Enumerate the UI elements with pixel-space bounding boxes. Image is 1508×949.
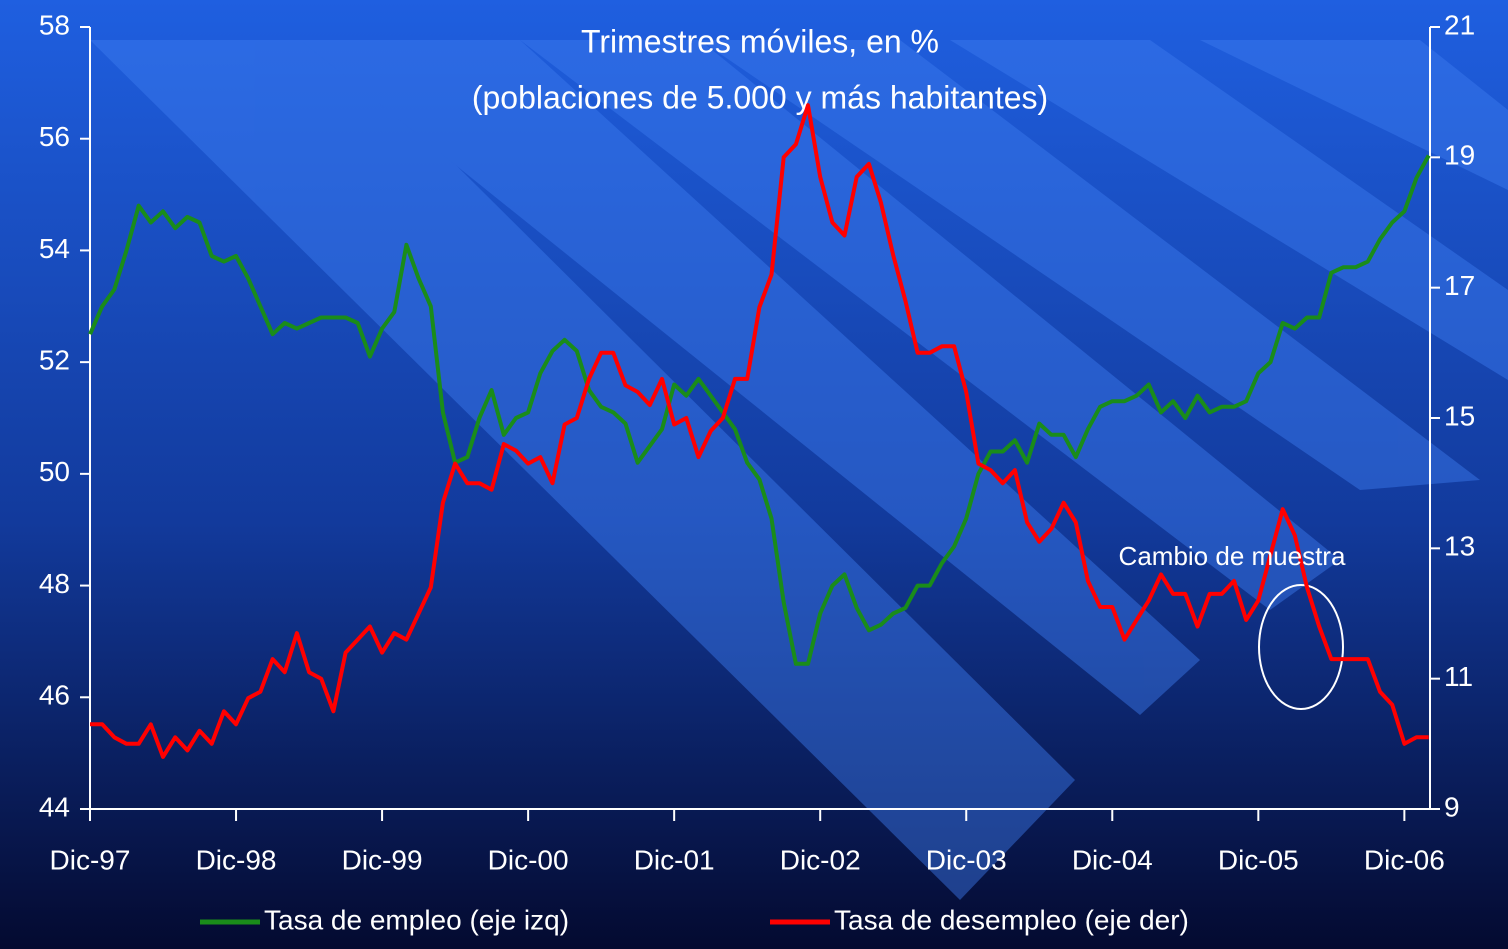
background-stripes xyxy=(90,40,1508,900)
x-tick-label: Dic-99 xyxy=(342,844,423,875)
annotation-ellipse xyxy=(1258,584,1344,710)
y2-tick-label: 9 xyxy=(1444,791,1460,822)
y-tick-label: 52 xyxy=(39,345,70,376)
y-tick-label: 54 xyxy=(39,233,70,264)
y2-tick-label: 13 xyxy=(1444,531,1475,562)
x-tick-label: Dic-98 xyxy=(196,844,277,875)
x-tick-label: Dic-05 xyxy=(1218,844,1299,875)
y-tick-label: 58 xyxy=(39,9,70,40)
y-tick-label: 48 xyxy=(39,568,70,599)
chart-subtitle: (poblaciones de 5.000 y más habitantes) xyxy=(472,79,1048,115)
x-tick-label: Dic-00 xyxy=(488,844,569,875)
legend-label: Tasa de empleo (eje izq) xyxy=(264,904,569,935)
x-tick-label: Dic-03 xyxy=(926,844,1007,875)
y2-tick-label: 17 xyxy=(1444,270,1475,301)
x-tick-label: Dic-97 xyxy=(50,844,131,875)
x-tick-label: Dic-02 xyxy=(780,844,861,875)
x-tick-label: Dic-06 xyxy=(1364,844,1445,875)
y2-tick-label: 21 xyxy=(1444,9,1475,40)
series-line xyxy=(90,103,1429,759)
y2-tick-label: 15 xyxy=(1444,400,1475,431)
y2-tick-label: 11 xyxy=(1444,661,1473,692)
x-tick-label: Dic-04 xyxy=(1072,844,1153,875)
legend-label: Tasa de desempleo (eje der) xyxy=(834,904,1189,935)
x-tick-label: Dic-01 xyxy=(634,844,715,875)
chart-title: Trimestres móviles, en % xyxy=(581,23,939,59)
y-tick-label: 46 xyxy=(39,680,70,711)
y-tick-label: 50 xyxy=(39,456,70,487)
series-line xyxy=(88,154,1431,666)
y-tick-label: 56 xyxy=(39,121,70,152)
y2-tick-label: 19 xyxy=(1444,140,1475,171)
annotation: Cambio de muestra xyxy=(1119,541,1346,571)
y-tick-label: 44 xyxy=(39,791,70,822)
